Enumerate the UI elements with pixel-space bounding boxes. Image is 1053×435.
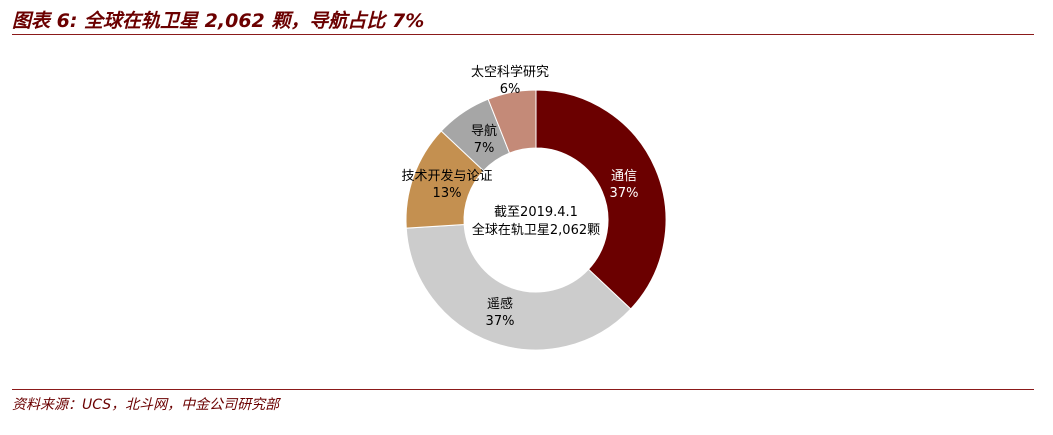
slice-name-label: 通信: [611, 169, 637, 184]
chart-title: 图表 6: 全球在轨卫星 2,062 颗，导航占比 7%: [12, 10, 425, 32]
bottom-rule: [12, 389, 1034, 390]
slice-name-label: 导航: [471, 123, 497, 139]
slice-value-label: 7%: [474, 141, 495, 156]
center-text-line: 截至2019.4.1: [494, 205, 578, 220]
center-text-line: 全球在轨卫星2,062颗: [472, 222, 600, 238]
slice-1: [535, 89, 667, 310]
slice-name-label: 技术开发与论证: [401, 168, 492, 184]
slice-name-label: 遥感: [487, 296, 513, 312]
slice-value-label: 37%: [486, 314, 515, 329]
slice-value-label: 37%: [610, 186, 639, 201]
slice-value-label: 6%: [500, 82, 521, 97]
top-rule: [12, 34, 1034, 35]
slice-value-label: 13%: [433, 186, 462, 201]
slice-2: [405, 223, 632, 351]
slice-name-label: 太空科学研究: [471, 64, 549, 80]
source-note: 资料来源：UCS，北斗网，中金公司研究部: [12, 397, 280, 413]
slice-5: [487, 89, 537, 154]
